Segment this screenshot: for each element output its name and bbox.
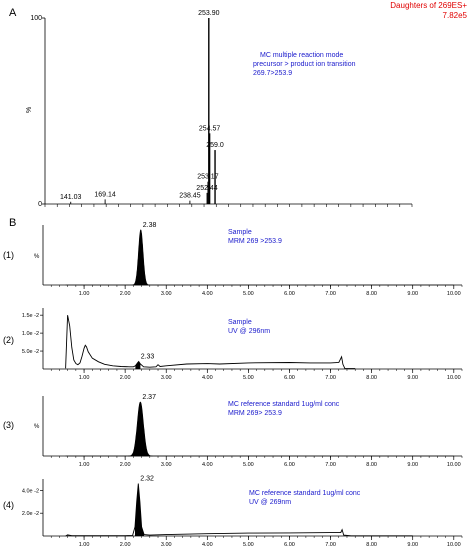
spectrum-header-title: Daughters of 269ES+	[390, 1, 467, 10]
chromatogram-1-label: (1)	[3, 250, 14, 260]
chromatogram-4-annotation-line1: MC reference standard 1ug/ml conc	[249, 490, 361, 497]
chromatogram-3-annotation-line2: MRM 269> 253.9	[228, 410, 282, 417]
spectrum-panel: Daughters of 269ES+ 7.82e5 100 0 % MC mu…	[26, 1, 468, 208]
chromatogram-1: (1) % Sample MRM 269 >253.9 1.00 2.00 3.00…	[3, 222, 463, 297]
chromatogram-xtick-label: 9.00	[407, 375, 418, 381]
spectrum-annotation-line3: 269.7>253.9	[253, 70, 292, 77]
chromatogram-xtick-label: 3.00	[161, 375, 172, 381]
chromatogram-xtick-label: 7.00	[325, 462, 336, 468]
chromatogram-xtick-label: 1.00	[79, 291, 90, 297]
spectrum-peak-label: 169.14	[94, 191, 116, 198]
chromatogram-xtick-label: 6.00	[284, 375, 295, 381]
chromatogram-2: (2) Sample UV @ 296nm 1.00 2.00 3.00 4.00 5.…	[3, 308, 463, 381]
spectrum-peak-label: 141.03	[60, 194, 82, 201]
chromatogram-trace	[65, 315, 356, 370]
chromatogram-xtick-label: 1.00	[79, 462, 90, 468]
chromatogram-xtick-label: 9.00	[407, 462, 418, 468]
panel-label-b: B	[9, 217, 16, 229]
chromatogram-xtick-label: 4.00	[202, 462, 213, 468]
chromatogram-xtick-label: 9.00	[407, 542, 418, 548]
chromatogram-xtick-label: 7.00	[325, 542, 336, 548]
chromatogram-xtick-label: 7.00	[325, 375, 336, 381]
chromatogram-xtick-label: 6.00	[284, 291, 295, 297]
spectrum-peak-label: 259.0	[206, 142, 224, 149]
chromatogram-xtick-label: 1.00	[79, 375, 90, 381]
chromatogram-peak	[128, 401, 153, 457]
spectrum-peak-label: 253.17	[197, 174, 219, 181]
chromatogram-2-annotation-line2: UV @ 296nm	[228, 328, 270, 335]
chromatogram-xtick-label: 1.00	[79, 542, 90, 548]
chromatogram-ytick-label: 4.0e -2	[22, 488, 39, 494]
chromatogram-3-annotation-line1: MC reference standard 1ug/ml conc	[228, 401, 340, 408]
chromatogram-ytick-label: 5.0e -2	[22, 349, 39, 355]
chromatogram-4-label: (4)	[3, 500, 14, 510]
chromatogram-xtick-label: 8.00	[366, 542, 377, 548]
chromatogram-1-ylabel: %	[34, 254, 40, 260]
chromatogram-xtick-label: 5.00	[243, 375, 254, 381]
chromatogram-2-annotation-line1: Sample	[228, 319, 252, 326]
chromatogram-xtick-label: 6.00	[284, 542, 295, 548]
panel-label-a: A	[9, 7, 17, 19]
spectrum-ytick-0: 0	[38, 201, 42, 208]
chromatogram-peak-fill	[135, 361, 141, 369]
spectrum-peak-label: 253.90	[198, 10, 220, 17]
chromatogram-xtick-label: 3.00	[161, 291, 172, 297]
chromatogram-xtick-label: 10.00	[447, 291, 461, 297]
chromatogram-xtick-label: 5.00	[243, 462, 254, 468]
chromatogram-xtick-label: 10.00	[447, 462, 461, 468]
spectrum-ylabel: %	[26, 107, 33, 113]
chromatogram-xtick-label: 3.00	[161, 462, 172, 468]
chromatogram-xtick-label: 4.00	[202, 375, 213, 381]
spectrum-header-scale: 7.82e5	[443, 11, 468, 20]
chromatogram-trace	[65, 483, 413, 537]
chromatogram-3-label: (3)	[3, 420, 14, 430]
chromatogram-xtick-label: 2.00	[120, 462, 131, 468]
chromatogram-xtick-label: 7.00	[325, 291, 336, 297]
chromatogram-xtick-label: 8.00	[366, 375, 377, 381]
chromatogram-xtick-label: 2.00	[120, 375, 131, 381]
chromatogram-2-label: (2)	[3, 335, 14, 345]
chromatogram-xtick-label: 3.00	[161, 542, 172, 548]
chromatogram-ytick-label: 1.5e -2	[22, 313, 39, 319]
spectrum-ytick-100: 100	[30, 15, 42, 22]
chromatogram-peak	[131, 229, 150, 286]
spectrum-annotation-line2: precursor > product ion transition	[253, 61, 356, 68]
chromatogram-1-annotation-line1: Sample	[228, 229, 252, 236]
chromatogram-4: (4) MC reference standard 1ug/ml conc UV…	[3, 476, 463, 548]
chromatogram-peak-label: 2.38	[143, 222, 157, 229]
chromatogram-xtick-label: 8.00	[366, 462, 377, 468]
chromatogram-xtick-label: 2.00	[120, 291, 131, 297]
chromatogram-peak-label: 2.32	[140, 476, 154, 483]
spectrum-peak-label: 252.44	[196, 185, 218, 192]
chromatogram-peak-fill	[135, 483, 145, 536]
chromatogram-ytick-label: 1.0e -2	[22, 331, 39, 337]
chromatogram-xtick-label: 10.00	[447, 375, 461, 381]
chromatogram-xtick-label: 9.00	[407, 291, 418, 297]
chromatogram-xtick-label: 4.00	[202, 542, 213, 548]
spectrum-annotation-line1: MC multiple reaction mode	[260, 52, 343, 59]
chromatogram-ytick-label: 2.0e -2	[22, 511, 39, 517]
chromatogram-xtick-label: 5.00	[243, 291, 254, 297]
chromatogram-xtick-label: 8.00	[366, 291, 377, 297]
chromatogram-xtick-label: 5.00	[243, 542, 254, 548]
spectrum-peak-label: 254.57	[199, 125, 221, 132]
chromatogram-xtick-label: 2.00	[120, 542, 131, 548]
chromatogram-3: (3) % MC reference standard 1ug/ml conc …	[3, 394, 463, 468]
chromatogram-xtick-label: 10.00	[447, 542, 461, 548]
spectrum-peak-label: 238.45	[179, 193, 201, 200]
chromatogram-xtick-label: 6.00	[284, 462, 295, 468]
chromatogram-peak-label: 2.37	[142, 394, 156, 401]
chromatogram-peak-label: 2.33	[141, 353, 155, 360]
chromatogram-3-ylabel: %	[34, 424, 40, 430]
chromatogram-xtick-label: 4.00	[202, 291, 213, 297]
chromatogram-1-annotation-line2: MRM 269 >253.9	[228, 238, 282, 245]
chromatogram-4-annotation-line2: UV @ 269nm	[249, 499, 291, 506]
